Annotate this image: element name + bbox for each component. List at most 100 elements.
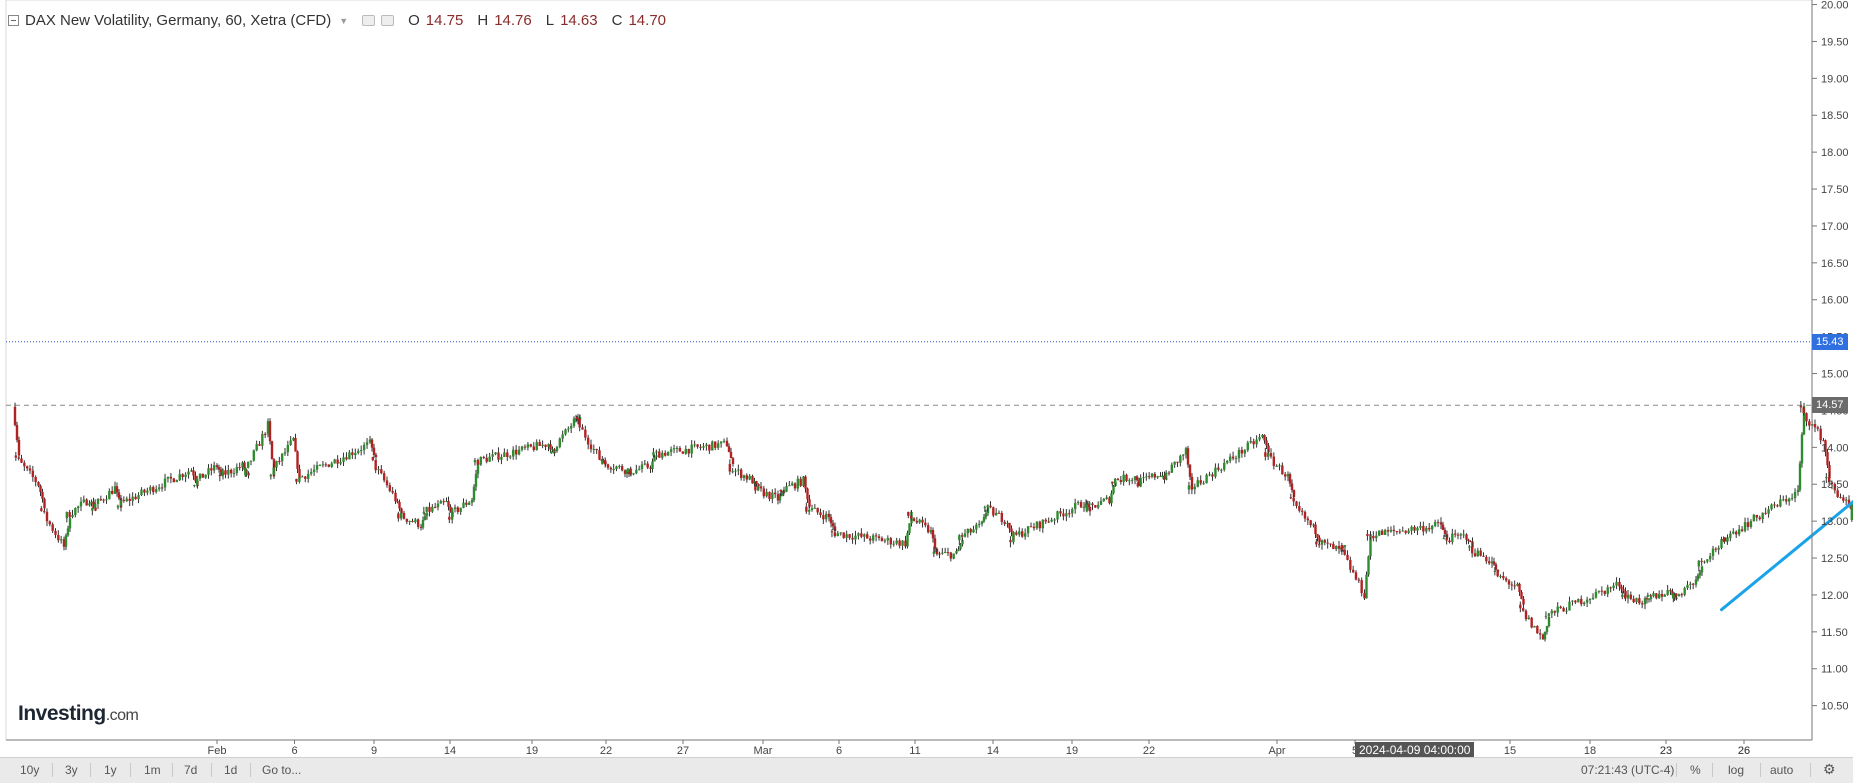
range-1y-button[interactable]: 1y [104, 763, 117, 777]
candle [281, 453, 283, 466]
candle [176, 480, 178, 483]
candle-body [1208, 474, 1210, 475]
candle-body [1477, 551, 1479, 557]
candle [377, 466, 379, 475]
collapse-icon[interactable] [8, 15, 19, 26]
range-10y-button[interactable]: 10y [20, 763, 39, 777]
candle-body [1615, 582, 1617, 586]
candle-body [34, 477, 36, 482]
candle-body [375, 455, 377, 457]
candle-body [1536, 626, 1538, 633]
candle [1018, 527, 1020, 536]
candle-body [503, 452, 505, 457]
candle [1396, 531, 1398, 535]
candle [998, 510, 1000, 514]
candle [1750, 519, 1752, 529]
candle [1508, 579, 1510, 589]
candle [1326, 539, 1328, 549]
candle [483, 456, 485, 459]
candle-body [143, 490, 145, 493]
candle [1100, 497, 1102, 505]
candle-body [1750, 521, 1752, 527]
percent-button[interactable]: % [1690, 763, 1701, 777]
log-button[interactable]: log [1728, 763, 1744, 777]
candle [1036, 521, 1038, 530]
gear-icon[interactable]: ⚙ [1823, 761, 1836, 778]
candle-body [913, 518, 915, 521]
candle-body [1741, 529, 1743, 531]
candle [440, 500, 442, 504]
candle-body [1444, 530, 1446, 534]
candle-body [1620, 586, 1622, 589]
candle-body [1217, 468, 1219, 470]
chevron-down-icon[interactable]: ▼ [339, 16, 348, 26]
candle [1568, 597, 1570, 611]
candle-body [564, 429, 566, 434]
candle-body [1117, 479, 1119, 480]
auto-button[interactable]: auto [1770, 763, 1793, 777]
range-7d-button[interactable]: 7d [184, 763, 197, 777]
candle [1709, 553, 1711, 562]
candle-body [1301, 511, 1303, 512]
candle [1122, 471, 1124, 486]
candle-body [1709, 556, 1711, 559]
candle-body [423, 512, 425, 513]
candle [1346, 550, 1348, 560]
candle-body [947, 552, 949, 553]
candle [561, 430, 563, 442]
candle [567, 426, 569, 432]
candle [1220, 469, 1222, 473]
candle-body [371, 439, 373, 447]
candle-body [794, 483, 796, 488]
candle [682, 451, 684, 454]
candle [1580, 595, 1582, 606]
eye-icon[interactable] [362, 15, 375, 26]
candle [184, 472, 186, 482]
candle-body [284, 452, 286, 453]
range-3y-button[interactable]: 3y [65, 763, 78, 777]
candle-body [1574, 601, 1576, 603]
candle-body [1229, 457, 1231, 461]
candle [729, 459, 731, 474]
range-1m-button[interactable]: 1m [144, 763, 161, 777]
x-tick-label: 14 [987, 745, 999, 757]
symbol-name[interactable]: DAX New Volatility, Germany, 60, Xetra (… [25, 12, 331, 29]
candle [187, 468, 189, 478]
candle-body [730, 452, 732, 458]
candle [77, 506, 79, 513]
candle [1788, 498, 1790, 506]
candle-body [941, 553, 943, 554]
candle [1003, 520, 1005, 526]
candle-body [1471, 546, 1473, 553]
candle [1413, 525, 1415, 533]
candle-body [1519, 605, 1521, 609]
candle-body [1678, 594, 1680, 596]
candle-body [1065, 513, 1067, 516]
range-1d-button[interactable]: 1d [224, 763, 237, 777]
candle-body [1448, 541, 1450, 543]
y-tick-label: 11.00 [1821, 664, 1848, 676]
candle-body [69, 518, 71, 528]
candle-body [553, 451, 555, 452]
candle [1744, 518, 1746, 533]
candle [1698, 560, 1700, 571]
candle-body [788, 485, 790, 486]
candle [17, 456, 19, 460]
settings-icon[interactable] [381, 15, 394, 26]
candle [981, 521, 983, 527]
candle [881, 536, 883, 541]
candle-body [1638, 598, 1640, 603]
candle-body [1024, 533, 1026, 536]
candle-body [480, 457, 482, 465]
candle-body [983, 517, 985, 521]
goto-button[interactable]: Go to... [262, 763, 301, 777]
candle-body [816, 508, 818, 512]
candle-body [658, 451, 660, 457]
candle [1468, 545, 1470, 551]
candle-body [1080, 502, 1082, 507]
candle-body [664, 453, 666, 456]
candle [1756, 515, 1758, 522]
candle-body [1494, 571, 1496, 572]
candle-body [536, 442, 538, 450]
